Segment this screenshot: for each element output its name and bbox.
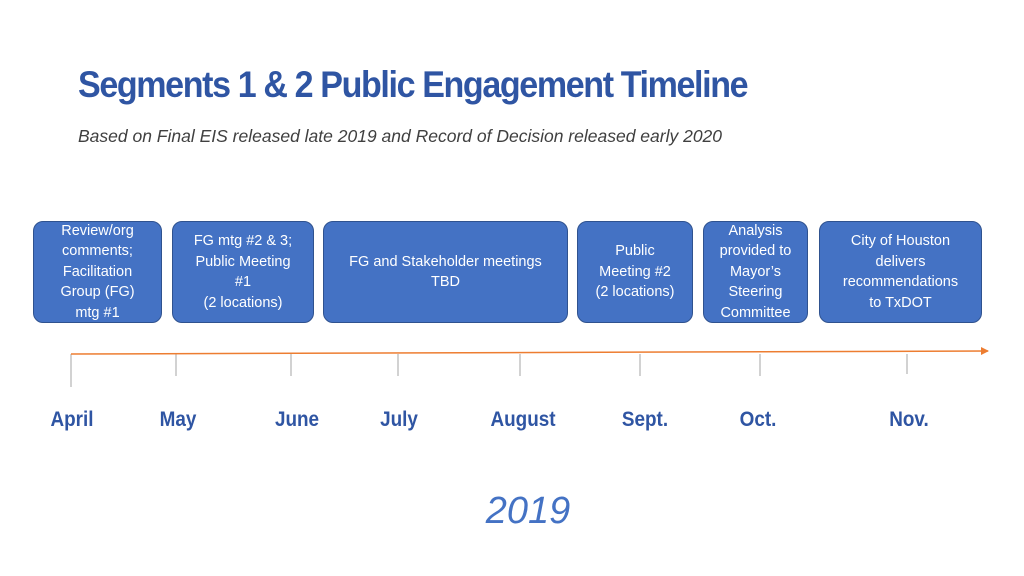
box-fg-public-meeting-1-text: FG mtg #2 & 3; Public Meeting #1 (2 loca… xyxy=(193,233,293,311)
month-label-july: July xyxy=(380,408,418,431)
box-fg-public-meeting-1: FG mtg #2 & 3; Public Meeting #1 (2 loca… xyxy=(172,221,314,323)
month-label-nov: Nov. xyxy=(889,408,929,431)
month-label-august: August xyxy=(490,408,556,431)
month-label-oct: Oct. xyxy=(739,408,777,431)
month-label-sept: Sept. xyxy=(621,408,669,431)
month-label-june: June xyxy=(274,408,320,431)
month-label-april: April xyxy=(50,408,94,431)
page-title: Segments 1 & 2 Public Engagement Timelin… xyxy=(78,64,749,105)
timeline-arrow xyxy=(70,347,989,356)
box-public-meeting-2: Public Meeting #2 (2 locations) xyxy=(577,221,693,323)
page-subtitle: Based on Final EIS released late 2019 an… xyxy=(78,126,723,146)
month-label-may: May xyxy=(159,408,197,431)
box-stakeholder-meetings: FG and Stakeholder meetings TBD xyxy=(323,221,568,323)
box-stakeholder-meetings-text: FG and Stakeholder meetings TBD xyxy=(349,253,542,291)
box-analysis-steering-text: Analysis provided to Mayor’s Steering Co… xyxy=(719,222,792,321)
box-houston-recommendations-text: City of Houston delivers recommendations… xyxy=(842,233,959,311)
box-review-comments-text: Review/org comments; Facilitation Group … xyxy=(60,222,135,321)
box-analysis-steering: Analysis provided to Mayor’s Steering Co… xyxy=(703,221,808,323)
box-public-meeting-2-text: Public Meeting #2 (2 locations) xyxy=(595,243,675,301)
year-label: 2019 xyxy=(485,490,571,532)
box-review-comments: Review/org comments; Facilitation Group … xyxy=(33,221,162,323)
box-houston-recommendations: City of Houston delivers recommendations… xyxy=(819,221,982,323)
